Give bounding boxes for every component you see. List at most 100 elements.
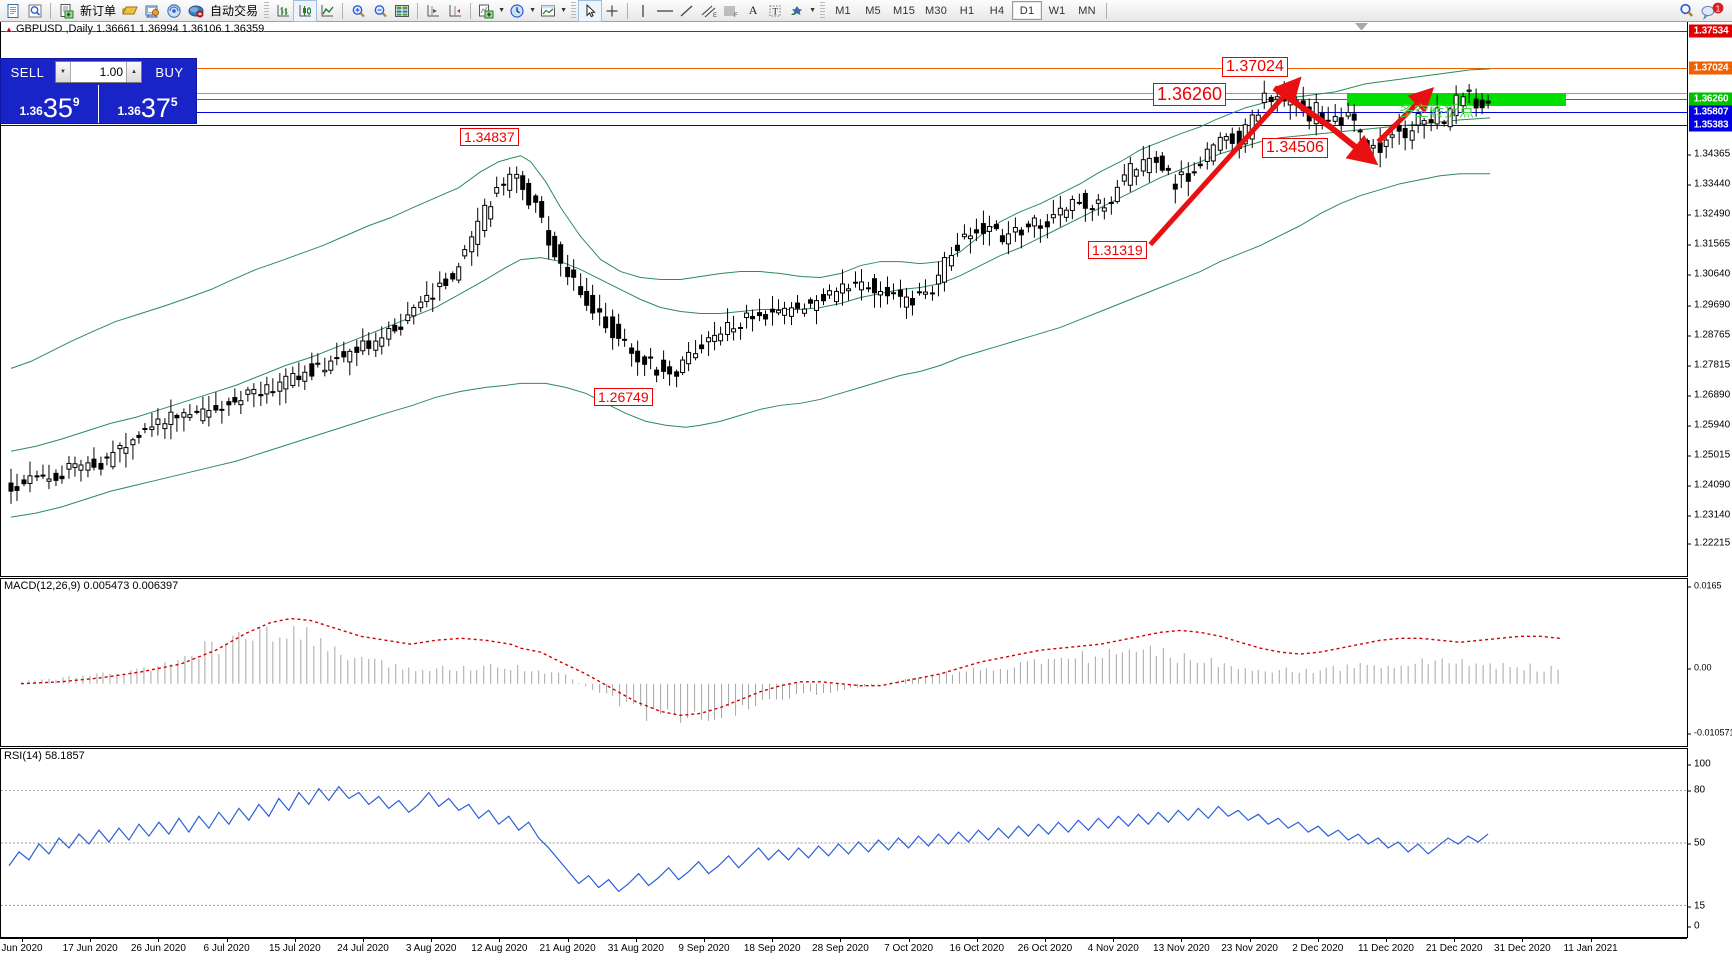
volume-up-icon[interactable]: ▲ (126, 62, 141, 82)
vline-icon[interactable] (632, 1, 654, 21)
shapes-dropdown-caret[interactable]: ▼ (809, 7, 816, 14)
crosshair-icon[interactable] (601, 1, 623, 21)
toolbar-grip-3[interactable] (820, 2, 826, 19)
timeframe-w1[interactable]: W1 (1048, 4, 1066, 17)
candle-body (1300, 100, 1306, 112)
volume-stepper[interactable]: ▼ 1.00 ▲ (55, 61, 142, 83)
candle-body (1005, 233, 1011, 245)
cursor-icon[interactable] (578, 0, 603, 22)
period-dropdown-caret[interactable]: ▼ (529, 7, 536, 14)
one-click-trading-panel[interactable]: SELL ▼ 1.00 ▲ BUY 1.36 35 9 1.36 37 5 (0, 58, 197, 124)
macd-axis[interactable]: 0.0165 0.00 -0.010571 (1687, 578, 1732, 747)
indicators-icon[interactable] (475, 1, 497, 21)
candlesticks-icon[interactable] (293, 0, 318, 22)
autotrading-label[interactable]: 自动交易 (210, 4, 259, 18)
publish-icon[interactable] (141, 1, 163, 21)
annotation-136260[interactable]: 1.36260 (1153, 83, 1227, 106)
new-order-icon[interactable] (55, 1, 77, 21)
candle-body (571, 269, 577, 278)
rsi-axis[interactable]: 100 80 50 15 0 (1687, 748, 1732, 938)
equidistant-channel-icon[interactable]: E (698, 1, 720, 21)
candle-body (539, 201, 545, 218)
date-tick-mark-19 (1317, 939, 1319, 942)
chart-shift-icon[interactable] (422, 1, 444, 21)
candle-body (277, 381, 283, 392)
timeframe-m5[interactable]: M5 (865, 4, 881, 17)
chart-bars-icon[interactable] (272, 1, 294, 21)
candle-body (770, 308, 776, 313)
candle-body (1255, 114, 1261, 122)
chart-scroll-handle[interactable] (1355, 23, 1368, 30)
indicators-dropdown-caret[interactable]: ▼ (498, 7, 505, 14)
timeframe-h4[interactable]: H4 (989, 4, 1005, 17)
new-order-label[interactable]: 新订单 (80, 4, 117, 18)
volume-input[interactable]: 1.00 (99, 65, 123, 79)
buy-price[interactable]: 1.36 37 5 (98, 85, 196, 123)
folder-icon[interactable] (119, 1, 141, 21)
signals-icon[interactable] (163, 1, 185, 21)
data-window-icon[interactable] (391, 1, 413, 21)
symbol-ohlc-label: ▲ GBPUSD ,Daily 1.36661 1.36994 1.36106 … (5, 23, 264, 35)
annotation-131319[interactable]: 1.31319 (1088, 241, 1147, 259)
annotation-137024[interactable]: 1.37024 (1222, 57, 1288, 77)
candle-body (14, 486, 20, 491)
search-icon[interactable] (1676, 1, 1698, 21)
candle-body (1313, 102, 1319, 125)
sell-price[interactable]: 1.36 35 9 (1, 85, 98, 123)
text-icon[interactable]: T (764, 1, 786, 21)
templates-icon[interactable] (537, 1, 559, 21)
macd-pane[interactable]: MACD(12,26,9) 0.005473 0.006397 (0, 578, 1687, 747)
annotation-134837[interactable]: 1.34837 (460, 128, 519, 146)
trendline-icon[interactable] (676, 1, 698, 21)
volume-down-icon[interactable]: ▼ (56, 62, 71, 82)
shapes-icon[interactable] (786, 1, 808, 21)
text-label-icon[interactable]: A (748, 3, 758, 17)
date-tick-9: 31 Aug 2020 (607, 943, 664, 954)
candle-body (437, 282, 443, 288)
price-tick-128765: 1.28765 (1688, 330, 1732, 341)
timeframe-d1[interactable]: D1 (1012, 1, 1043, 20)
price-tick-122215: 1.22215 (1688, 538, 1732, 549)
buy-button[interactable]: BUY (155, 64, 184, 80)
sell-price-fraction: 9 (72, 95, 80, 109)
timeframe-m15[interactable]: M15 (893, 4, 916, 17)
find-symbol-icon[interactable] (24, 1, 46, 21)
sell-button[interactable]: SELL (10, 64, 45, 80)
candle-body (890, 292, 896, 295)
rsi-series-svg (1, 785, 1687, 906)
trade-panel-controls: SELL ▼ 1.00 ▲ BUY (1, 59, 196, 85)
date-axis[interactable]: Jun 2020 17 Jun 2020 26 Jun 2020 6 Jul 2020… (0, 938, 1687, 960)
annotation-134506[interactable]: 1.34506 (1262, 138, 1328, 158)
fibonacci-icon[interactable]: F (720, 1, 742, 21)
hline-icon[interactable] (654, 1, 676, 21)
candle-body (1063, 209, 1069, 218)
timeframe-m1[interactable]: M1 (835, 4, 851, 17)
timeframe-h1[interactable]: H1 (959, 4, 975, 17)
price-axis[interactable]: 1.37534 1.37024 1.36260 1.35807 1.35383 1.343… (1687, 22, 1732, 577)
auto-scroll-icon[interactable] (444, 1, 466, 21)
candle-body (1197, 163, 1203, 167)
zoom-in-icon[interactable] (347, 1, 369, 21)
rsi-tick-0: 0 (1688, 921, 1732, 932)
line-chart-icon[interactable] (316, 1, 338, 21)
alerts-icon[interactable]: 1 (1698, 1, 1726, 21)
toolbar-grip[interactable] (264, 2, 270, 19)
timeframe-mn[interactable]: MN (1078, 4, 1096, 17)
candle-body (1396, 124, 1402, 132)
price-tick-125015: 1.25015 (1688, 450, 1732, 461)
price-tick-133440: 1.33440 (1688, 179, 1732, 190)
rsi-pane[interactable]: RSI(14) 58.1857 (0, 748, 1687, 938)
toolbar-grip-2[interactable] (571, 2, 577, 19)
candle-body (1127, 163, 1133, 186)
expert-advisor-icon[interactable] (185, 1, 207, 21)
candle-body (232, 397, 238, 403)
zoom-out-icon[interactable] (369, 1, 391, 21)
templates-dropdown-caret[interactable]: ▼ (560, 7, 567, 14)
toolbar-separator-2 (342, 2, 344, 19)
period-icon[interactable] (506, 1, 528, 21)
price-pane[interactable]: ▲ GBPUSD ,Daily 1.36661 1.36994 1.36106 … (0, 22, 1687, 577)
timeframe-m30[interactable]: M30 (925, 4, 948, 17)
document-icon[interactable] (2, 1, 24, 21)
annotation-turning-point[interactable]: 多空转折点 (1399, 103, 1475, 120)
annotation-126749[interactable]: 1.26749 (594, 388, 653, 406)
